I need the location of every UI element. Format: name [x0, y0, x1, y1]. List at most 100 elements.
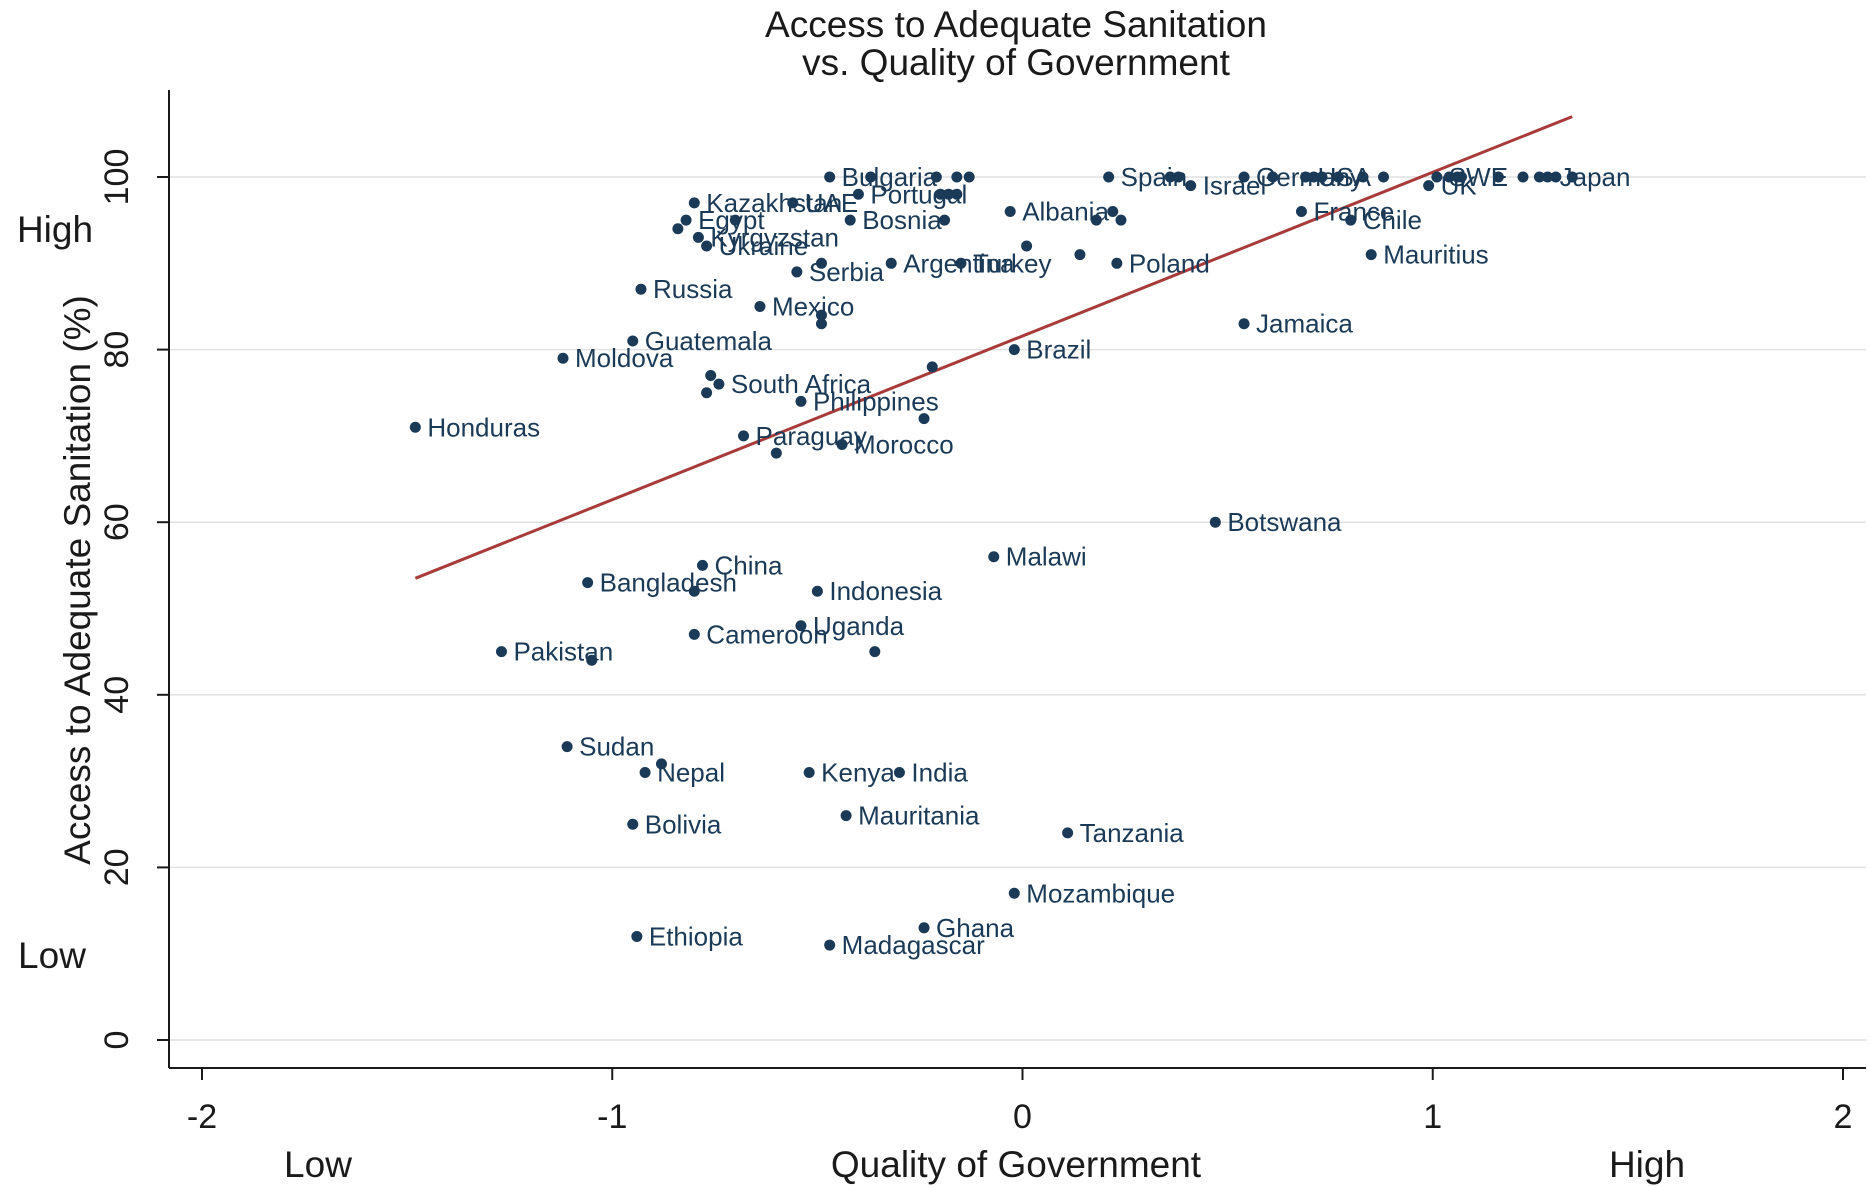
point-label-bolivia: Bolivia: [645, 809, 722, 839]
data-point-75: [1267, 171, 1279, 183]
data-point-87: [1443, 171, 1455, 183]
data-point-15: [688, 628, 700, 640]
x-tick-label-1: 1: [1423, 1098, 1442, 1136]
point-label-nepal: Nepal: [657, 757, 725, 787]
point-label-albania: Albania: [1022, 197, 1109, 227]
data-point-80: [1332, 171, 1344, 183]
data-point-30: [795, 395, 807, 407]
point-label-argentina: Argentina: [903, 248, 1015, 278]
data-point-22: [713, 378, 725, 390]
data-point-12: [672, 223, 684, 235]
data-point-93: [1542, 171, 1554, 183]
x-ticks: -2 -1 0 1 2: [187, 1068, 1853, 1136]
data-point-23: [729, 214, 741, 226]
data-point-48: [926, 361, 938, 373]
point-label-uae: UAE: [805, 188, 858, 218]
data-point-40: [844, 214, 856, 226]
point-label-mauritius: Mauritius: [1383, 240, 1488, 270]
data-point-9: [635, 283, 647, 295]
data-point-55: [955, 257, 967, 269]
data-point-82: [1357, 171, 1369, 183]
y-tick-label-0: 0: [98, 1031, 136, 1050]
data-point-74: [1238, 318, 1250, 330]
data-point-69: [1164, 171, 1176, 183]
point-label-germany: Germany: [1256, 162, 1363, 192]
point-label-indonesia: Indonesia: [829, 576, 942, 606]
point-label-guatemala: Guatemala: [645, 326, 773, 356]
point-label-brazil: Brazil: [1026, 335, 1091, 365]
point-label-paraguay: Paraguay: [756, 421, 867, 451]
point-label-turkey: Turkey: [973, 248, 1052, 278]
fit-line: [414, 115, 1573, 580]
data-point-81: [1345, 214, 1357, 226]
x-extreme-high: High: [1609, 1144, 1685, 1185]
point-label-honduras: Honduras: [427, 412, 540, 442]
data-point-85: [1423, 180, 1435, 192]
y-tick-label-100: 100: [98, 149, 136, 206]
data-point-26: [770, 447, 782, 459]
data-point-31: [803, 766, 815, 778]
data-point-64: [1090, 214, 1102, 226]
data-point-4: [582, 577, 594, 589]
point-label-russia: Russia: [653, 274, 733, 304]
data-point-79: [1316, 171, 1328, 183]
data-point-41: [852, 188, 864, 200]
data-point-68: [1115, 214, 1127, 226]
data-point-18: [697, 559, 709, 571]
data-point-57: [988, 551, 1000, 563]
data-point-78: [1308, 171, 1320, 183]
y-ticks: 0 20 40 60 80 100: [98, 149, 169, 1050]
point-label-bosnia: Bosnia: [862, 205, 942, 235]
data-point-56: [963, 171, 975, 183]
y-tick-label-60: 60: [98, 503, 136, 541]
point-label-sudan: Sudan: [579, 732, 654, 762]
point-label-portugal: Portugal: [870, 179, 967, 209]
data-point-29: [795, 620, 807, 632]
data-point-86: [1431, 171, 1443, 183]
data-point-5: [586, 654, 598, 666]
point-label-serbia: Serbia: [809, 257, 885, 287]
data-point-28: [791, 266, 803, 278]
data-point-83: [1365, 249, 1377, 261]
data-point-59: [1008, 344, 1020, 356]
point-label-ukraine: Ukraine: [719, 231, 809, 261]
point-label-mexico: Mexico: [772, 291, 854, 321]
x-tick-label-0: 0: [1013, 1098, 1032, 1136]
data-point-43: [869, 646, 881, 658]
data-point-89: [1455, 171, 1467, 183]
data-point-44: [885, 257, 897, 269]
data-point-3: [561, 741, 573, 753]
data-point-0: [409, 421, 421, 433]
data-point-84: [1378, 171, 1390, 183]
point-label-morocco: Morocco: [854, 430, 954, 460]
data-point-14: [688, 197, 700, 209]
data-point-71: [1185, 180, 1197, 192]
point-label-south-africa: South Africa: [731, 369, 872, 399]
y-tick-label-40: 40: [98, 676, 136, 714]
point-label-poland: Poland: [1129, 248, 1210, 278]
data-point-62: [1062, 827, 1074, 839]
point-label-india: India: [911, 757, 968, 787]
data-point-51: [939, 214, 951, 226]
point-label-china: China: [715, 550, 783, 580]
data-point-60: [1008, 887, 1020, 899]
data-point-27: [787, 197, 799, 209]
point-label-spain: Spain: [1121, 162, 1188, 192]
fit-line-group: [414, 115, 1573, 580]
x-tick-label-2: 2: [1834, 1098, 1853, 1136]
point-label-cameroon: Cameroon: [706, 619, 827, 649]
point-label-malawi: Malawi: [1006, 542, 1087, 572]
data-point-49: [930, 171, 942, 183]
data-point-39: [840, 810, 852, 822]
point-label-mauritania: Mauritania: [858, 801, 980, 831]
gridlines: [169, 176, 1866, 1041]
data-point-24: [738, 430, 750, 442]
data-point-10: [639, 766, 651, 778]
data-point-65: [1103, 171, 1115, 183]
data-point-6: [627, 818, 639, 830]
chart-title-line-2: vs. Quality of Government: [802, 42, 1230, 83]
data-point-38: [836, 439, 848, 451]
y-extreme-low: Low: [18, 935, 86, 976]
data-point-32: [811, 585, 823, 597]
